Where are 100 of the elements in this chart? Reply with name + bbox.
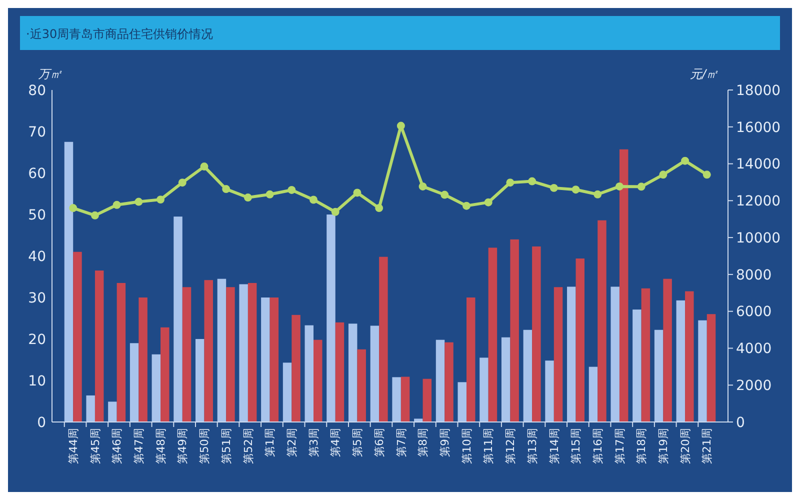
bar — [610, 286, 620, 422]
x-tick-label: 第11周 — [482, 428, 496, 464]
bar — [370, 326, 380, 422]
x-tick-label: 第9周 — [438, 428, 452, 457]
point — [112, 200, 121, 209]
x-tick-label: 第52周 — [242, 428, 255, 464]
x-tick-label: 第20周 — [678, 428, 692, 464]
x-tick-label: 第21周 — [700, 428, 714, 464]
y2-tick-label: 6000 — [736, 304, 772, 320]
point — [637, 182, 646, 191]
point — [702, 170, 711, 179]
y-tick-label: 20 — [28, 332, 46, 348]
point — [681, 156, 690, 165]
bar — [348, 324, 358, 422]
x-tick-label: 第7周 — [394, 428, 408, 457]
bar — [598, 220, 606, 422]
bar — [270, 298, 279, 422]
point — [156, 196, 165, 204]
bar — [706, 314, 716, 422]
x-tick-label: 第51周 — [220, 428, 233, 464]
bar — [576, 258, 585, 422]
point — [266, 190, 274, 198]
point — [353, 188, 362, 197]
point — [572, 186, 580, 194]
bar — [619, 149, 628, 422]
bar — [335, 322, 344, 422]
y2-tick-label: 2000 — [736, 378, 772, 394]
x-tick-label: 第2周 — [286, 428, 299, 457]
bar — [86, 395, 95, 422]
y2-axis-title: 元/㎡ — [690, 67, 718, 81]
y2-tick-label: 14000 — [736, 156, 781, 173]
bar — [174, 216, 182, 422]
bar — [152, 354, 161, 422]
bar — [326, 214, 336, 422]
point — [288, 186, 296, 194]
x-tick-label: 第45周 — [88, 428, 102, 464]
bar — [654, 330, 664, 422]
x-tick-label: 第46周 — [110, 428, 124, 464]
point — [528, 177, 536, 186]
point — [244, 194, 252, 202]
bar — [226, 287, 235, 422]
bar — [130, 343, 139, 422]
point — [222, 185, 230, 194]
x-tick-label: 第5周 — [351, 428, 364, 457]
bar — [488, 248, 498, 422]
bar — [567, 286, 576, 422]
y-tick-label: 30 — [28, 290, 46, 306]
y2-tick-label: 0 — [736, 414, 745, 431]
x-tick-label: 第48周 — [154, 428, 168, 464]
bar — [400, 376, 410, 422]
point — [396, 122, 405, 130]
bar — [458, 382, 466, 422]
x-tick-label: 第19周 — [657, 428, 670, 464]
x-tick-label: 第15周 — [570, 428, 583, 464]
point — [594, 190, 602, 198]
x-tick-label: 第14周 — [548, 428, 561, 464]
bar — [182, 287, 192, 422]
bar — [94, 270, 104, 422]
bar — [532, 246, 541, 422]
bar — [116, 282, 126, 422]
y-tick-label: 40 — [28, 248, 46, 265]
y2-tick-label: 10000 — [736, 230, 781, 246]
point — [462, 202, 470, 210]
x-tick-label: 第47周 — [132, 428, 146, 464]
bar — [160, 327, 170, 422]
bar — [523, 330, 532, 422]
point — [178, 178, 186, 187]
x-tick-label: 第50周 — [198, 428, 212, 464]
x-tick-label: 第1周 — [264, 428, 277, 457]
x-tick-label: 第13周 — [526, 428, 539, 464]
x-tick-label: 第6周 — [372, 428, 386, 457]
bar — [204, 280, 213, 422]
x-tick-label: 第49周 — [176, 428, 190, 464]
bar — [588, 366, 598, 422]
bar — [292, 314, 300, 422]
bar — [698, 320, 707, 422]
point — [418, 182, 427, 190]
x-tick-label: 第44周 — [66, 428, 80, 464]
bar — [422, 378, 432, 422]
bar — [379, 256, 388, 422]
y-tick-label: 60 — [28, 166, 46, 182]
bar — [501, 337, 510, 422]
point — [90, 211, 99, 220]
bar — [663, 278, 672, 422]
point — [550, 184, 558, 192]
x-tick-label: 第4周 — [329, 428, 342, 457]
x-tick-label: 第17周 — [613, 428, 626, 464]
bar — [138, 298, 148, 422]
bar — [304, 325, 314, 422]
point — [134, 198, 143, 206]
point — [310, 196, 318, 204]
bar — [108, 402, 117, 422]
y-tick-label: 50 — [28, 207, 46, 224]
y2-tick-label: 8000 — [736, 267, 772, 284]
point — [484, 198, 492, 206]
bar — [314, 340, 322, 422]
y2-tick-label: 12000 — [736, 194, 781, 210]
bar — [239, 284, 248, 422]
bar — [436, 340, 445, 422]
x-tick-label: 第8周 — [416, 428, 430, 457]
